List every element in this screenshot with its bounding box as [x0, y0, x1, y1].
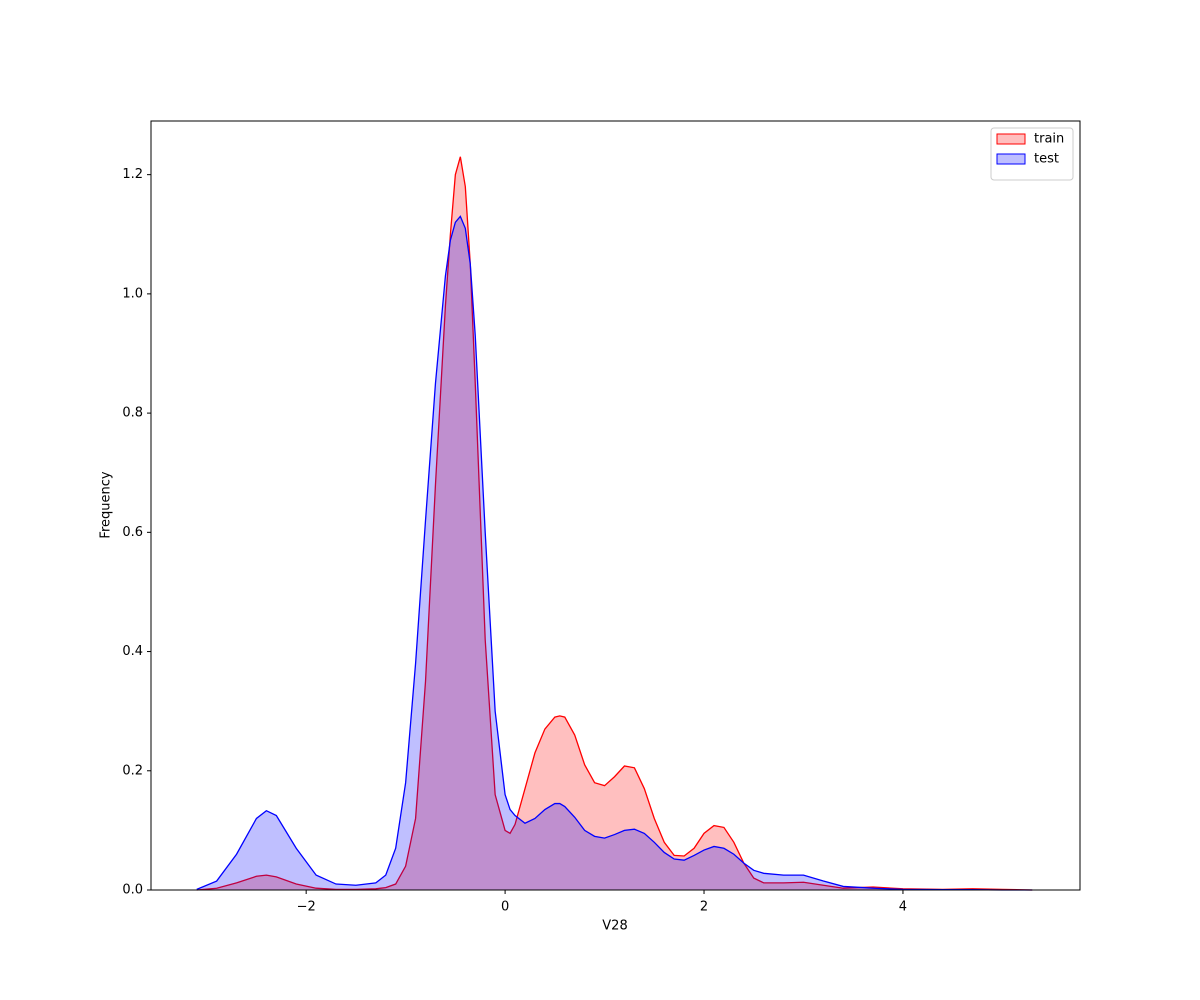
legend-box	[990, 127, 1074, 181]
y-tick-label: 0.4	[122, 644, 143, 659]
y-tick-label: 1.2	[122, 167, 143, 182]
x-axis-label: V28	[602, 919, 627, 934]
density-line	[196, 215, 1033, 891]
legend: train test	[990, 127, 1074, 181]
density-line	[196, 156, 1033, 891]
x-tick-label: 4	[899, 900, 907, 915]
legend-swatch	[996, 153, 1026, 165]
y-tick-label: 0.8	[122, 406, 143, 421]
y-tick-label: 1.0	[122, 286, 143, 301]
y-tick-label: 0.0	[122, 883, 143, 898]
plot-frame	[150, 120, 1081, 891]
y-tick-label: 0.2	[122, 763, 143, 778]
y-tick-label: 0.6	[122, 525, 143, 540]
x-tick-label: 0	[501, 900, 509, 915]
legend-swatch	[996, 133, 1026, 145]
x-tick-label: 2	[700, 900, 708, 915]
legend-label: test	[1034, 152, 1059, 167]
y-axis-label: Frequency	[99, 471, 114, 538]
legend-label: train	[1034, 132, 1064, 147]
x-tick-label: −2	[297, 900, 316, 915]
area-fill	[196, 156, 1033, 890]
